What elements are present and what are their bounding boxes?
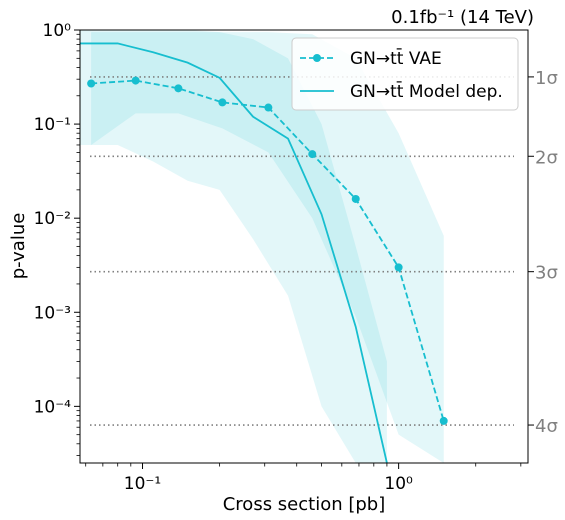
sigma-label-2: 2σ: [535, 147, 558, 168]
legend-label-0: GN→tt̄ VAE: [350, 47, 442, 69]
legend-label-1: GN→tt̄ Model dep.: [350, 80, 503, 102]
data-point: [218, 98, 227, 107]
uncertainty-band-1: [80, 30, 387, 463]
legend-marker: [313, 54, 321, 62]
x-tick-label: 10⁰: [384, 474, 413, 494]
data-point: [174, 84, 183, 93]
data-point: [394, 263, 403, 272]
y-tick-label: 10⁰: [43, 21, 72, 41]
y-tick-label: 10⁻⁴: [34, 397, 72, 417]
y-tick-label: 10⁻¹: [34, 115, 71, 135]
uncertainty-band-0: [91, 32, 444, 463]
x-axis-label: Cross section [pb]: [223, 494, 386, 515]
sigma-label-1: 1σ: [535, 68, 558, 89]
series-line-1: [80, 42, 388, 463]
y-tick-label: 10⁻³: [34, 303, 71, 323]
data-point: [264, 103, 273, 112]
sigma-label-4: 4σ: [535, 416, 558, 437]
top-right-title: 0.1fb⁻¹ (14 TeV): [391, 7, 534, 28]
x-tick-label: 10⁻¹: [124, 474, 161, 494]
sigma-label-3: 3σ: [535, 263, 558, 284]
legend-box: [291, 37, 519, 111]
data-point: [439, 416, 448, 425]
y-tick-label: 10⁻²: [34, 209, 71, 229]
data-point: [131, 76, 140, 85]
data-point: [87, 79, 96, 88]
y-axis-label: p-value: [8, 213, 29, 280]
data-point: [308, 150, 317, 159]
data-point: [351, 194, 360, 203]
legend: GN→tt̄ VAE GN→tt̄ Model dep.: [291, 37, 519, 111]
